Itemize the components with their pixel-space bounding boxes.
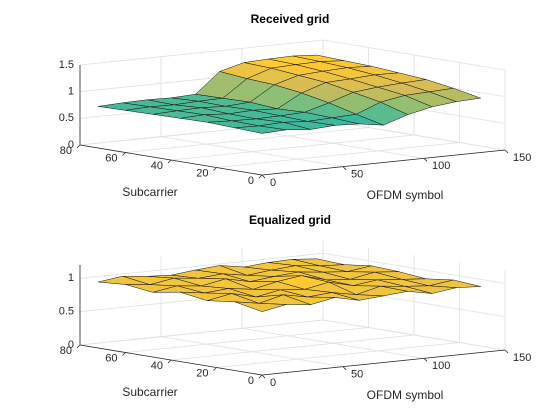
y-tick-label: 20 xyxy=(196,367,208,379)
z-tick-label: 1 xyxy=(68,86,74,98)
tick-mark xyxy=(342,166,347,170)
x-tick-label: 100 xyxy=(432,160,450,172)
grid-line xyxy=(125,127,369,153)
tick-mark xyxy=(504,149,509,154)
y-tick-label: 80 xyxy=(60,345,72,357)
surface-patch xyxy=(234,125,287,134)
tick-mark xyxy=(504,349,509,354)
tick-mark xyxy=(261,374,266,379)
y-tick-label: 60 xyxy=(105,352,117,364)
tick-mark xyxy=(122,152,126,156)
z-tick-label: 1.5 xyxy=(59,59,74,71)
tick-mark xyxy=(342,366,347,370)
tick-mark xyxy=(76,344,81,349)
tick-mark xyxy=(258,174,263,179)
surface-patch xyxy=(234,301,287,312)
axis-line xyxy=(79,344,263,376)
tick-mark xyxy=(167,159,172,164)
x-tick-label: 150 xyxy=(513,352,531,364)
tick-mark xyxy=(423,358,428,362)
y-tick-label: 0 xyxy=(248,175,254,187)
y-tick-label: 0 xyxy=(248,375,254,387)
tick-mark xyxy=(423,158,428,162)
chart-title: Equalized grid xyxy=(249,213,331,227)
y-axis-label: Subcarrier xyxy=(122,185,177,199)
x-tick-label: 50 xyxy=(351,369,363,381)
tick-mark xyxy=(213,167,217,171)
chart-title: Received grid xyxy=(251,12,330,26)
y-tick-label: 40 xyxy=(151,160,163,172)
y-tick-label: 80 xyxy=(60,145,72,157)
grid-line xyxy=(125,327,369,353)
y-axis-label: Subcarrier xyxy=(122,385,177,399)
x-tick-label: 100 xyxy=(432,360,450,372)
axis-line xyxy=(261,349,506,376)
tick-mark xyxy=(261,174,266,179)
x-tick-label: 50 xyxy=(351,169,363,181)
y-tick-label: 20 xyxy=(196,167,208,179)
z-tick-label: 0.5 xyxy=(59,306,74,318)
tick-mark xyxy=(167,359,172,364)
tick-mark xyxy=(76,144,81,149)
x-tick-label: 0 xyxy=(270,377,276,389)
grid-line xyxy=(79,39,324,66)
grid-line xyxy=(170,334,415,361)
tick-mark xyxy=(213,367,217,371)
tick-mark xyxy=(258,374,263,379)
x-tick-label: 0 xyxy=(270,177,276,189)
tick-mark xyxy=(122,352,126,356)
z-tick-label: 0.5 xyxy=(59,112,74,124)
y-tick-label: 40 xyxy=(151,360,163,372)
grid-line xyxy=(79,252,324,279)
grid-line xyxy=(216,342,460,368)
x-axis-label: OFDM symbol xyxy=(367,188,444,202)
x-axis-label: OFDM symbol xyxy=(367,388,444,402)
x-tick-label: 150 xyxy=(513,152,531,164)
z-tick-label: 0 xyxy=(68,139,74,151)
z-tick-label: 1 xyxy=(68,272,74,284)
axis-line xyxy=(261,149,506,176)
grid-line xyxy=(79,319,324,346)
y-tick-label: 60 xyxy=(105,152,117,164)
grid-line xyxy=(170,134,415,161)
grid-line xyxy=(216,142,460,168)
z-tick-label: 0 xyxy=(68,339,74,351)
axis-line xyxy=(79,144,263,176)
